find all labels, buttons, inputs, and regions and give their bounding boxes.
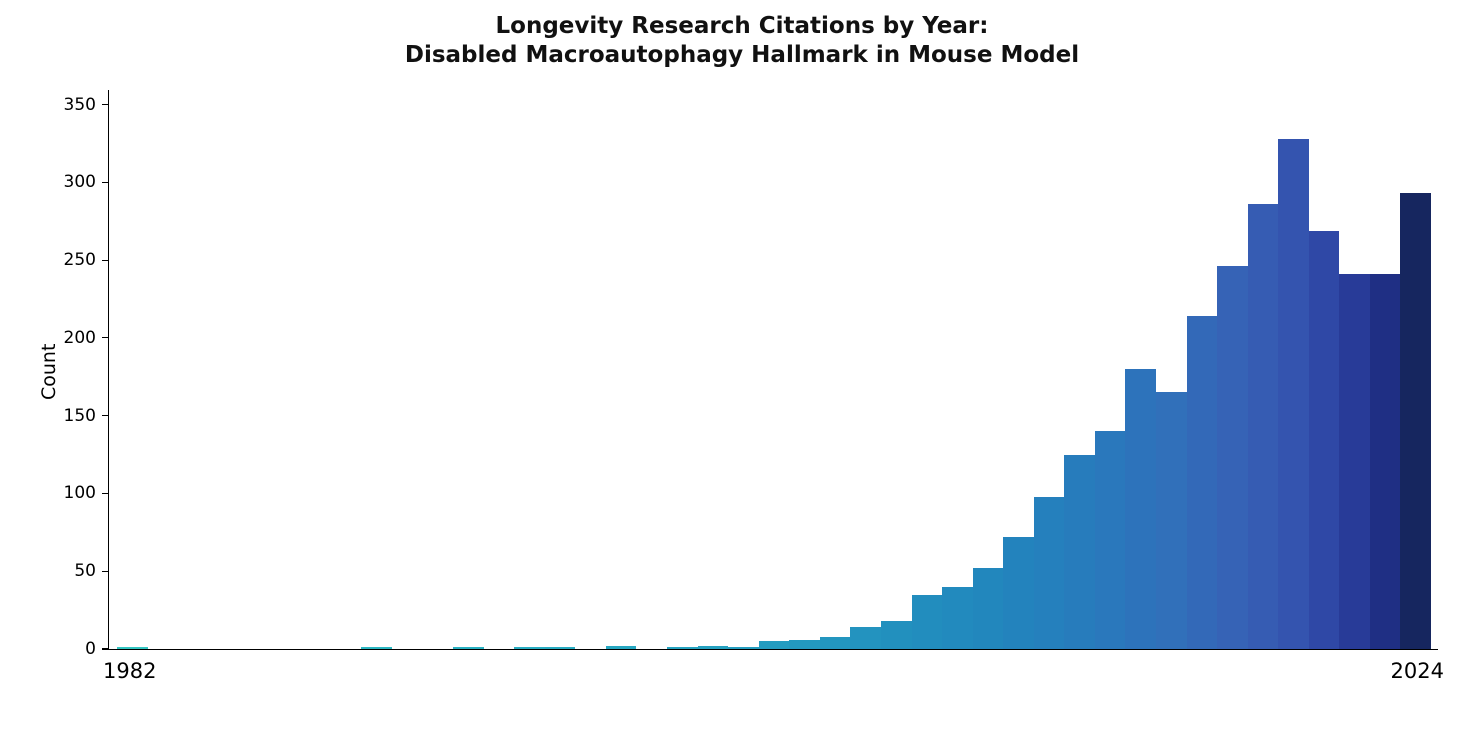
- bar: [881, 621, 912, 649]
- bar: [606, 646, 637, 649]
- plot-area: 1982 2024 050100150200250300350: [108, 90, 1438, 650]
- y-tick-mark: [102, 260, 109, 261]
- y-axis-label: Count: [38, 344, 60, 400]
- y-tick-label: 0: [85, 639, 98, 659]
- bar: [1278, 139, 1309, 649]
- chart-title: Longevity Research Citations by Year: Di…: [0, 12, 1484, 70]
- y-tick-mark: [102, 337, 109, 338]
- y-tick-mark: [102, 415, 109, 416]
- bar: [1400, 193, 1431, 649]
- bar: [942, 587, 973, 649]
- x-axis-start-label: 1982: [103, 649, 156, 683]
- y-tick: 100: [64, 483, 109, 503]
- bar: [850, 627, 881, 649]
- bar: [728, 647, 759, 649]
- y-tick-label: 300: [64, 172, 98, 192]
- bar: [759, 641, 790, 649]
- y-tick: 50: [74, 561, 109, 581]
- y-tick-label: 100: [64, 483, 98, 503]
- chart-title-line1: Longevity Research Citations by Year:: [496, 13, 989, 39]
- bar: [789, 640, 820, 649]
- bar: [361, 647, 392, 649]
- y-tick: 200: [64, 328, 109, 348]
- bar: [453, 647, 484, 649]
- y-tick: 150: [64, 406, 109, 426]
- bar: [545, 647, 576, 649]
- bar: [973, 568, 1004, 649]
- bar: [1248, 204, 1279, 649]
- bar: [1309, 231, 1340, 649]
- citations-bar-chart: Longevity Research Citations by Year: Di…: [0, 0, 1484, 733]
- bar: [667, 647, 698, 649]
- y-tick-mark: [102, 104, 109, 105]
- bar: [1339, 274, 1370, 649]
- y-tick-mark: [102, 493, 109, 494]
- y-tick-mark: [102, 648, 109, 649]
- y-tick-label: 50: [74, 561, 98, 581]
- chart-title-line2: Disabled Macroautophagy Hallmark in Mous…: [405, 42, 1079, 68]
- y-tick-label: 200: [64, 328, 98, 348]
- bars-container: [109, 90, 1438, 649]
- y-tick: 0: [85, 639, 109, 659]
- bar: [820, 637, 851, 649]
- bar: [1034, 497, 1065, 649]
- bar: [1003, 537, 1034, 649]
- bar: [1217, 266, 1248, 649]
- y-tick: 300: [64, 172, 109, 192]
- y-tick-mark: [102, 182, 109, 183]
- bar: [1156, 392, 1187, 649]
- y-tick: 250: [64, 250, 109, 270]
- y-tick-label: 150: [64, 406, 98, 426]
- bar: [912, 595, 943, 649]
- y-tick-mark: [102, 571, 109, 572]
- y-tick-label: 350: [64, 95, 98, 115]
- bar: [698, 646, 729, 649]
- y-tick: 350: [64, 95, 109, 115]
- bar: [1370, 274, 1401, 649]
- bar: [1187, 316, 1218, 649]
- bar: [1064, 455, 1095, 649]
- bar: [514, 647, 545, 649]
- bar: [1125, 369, 1156, 649]
- y-tick-label: 250: [64, 250, 98, 270]
- x-axis-end-label: 2024: [1391, 649, 1444, 683]
- bar: [1095, 431, 1126, 649]
